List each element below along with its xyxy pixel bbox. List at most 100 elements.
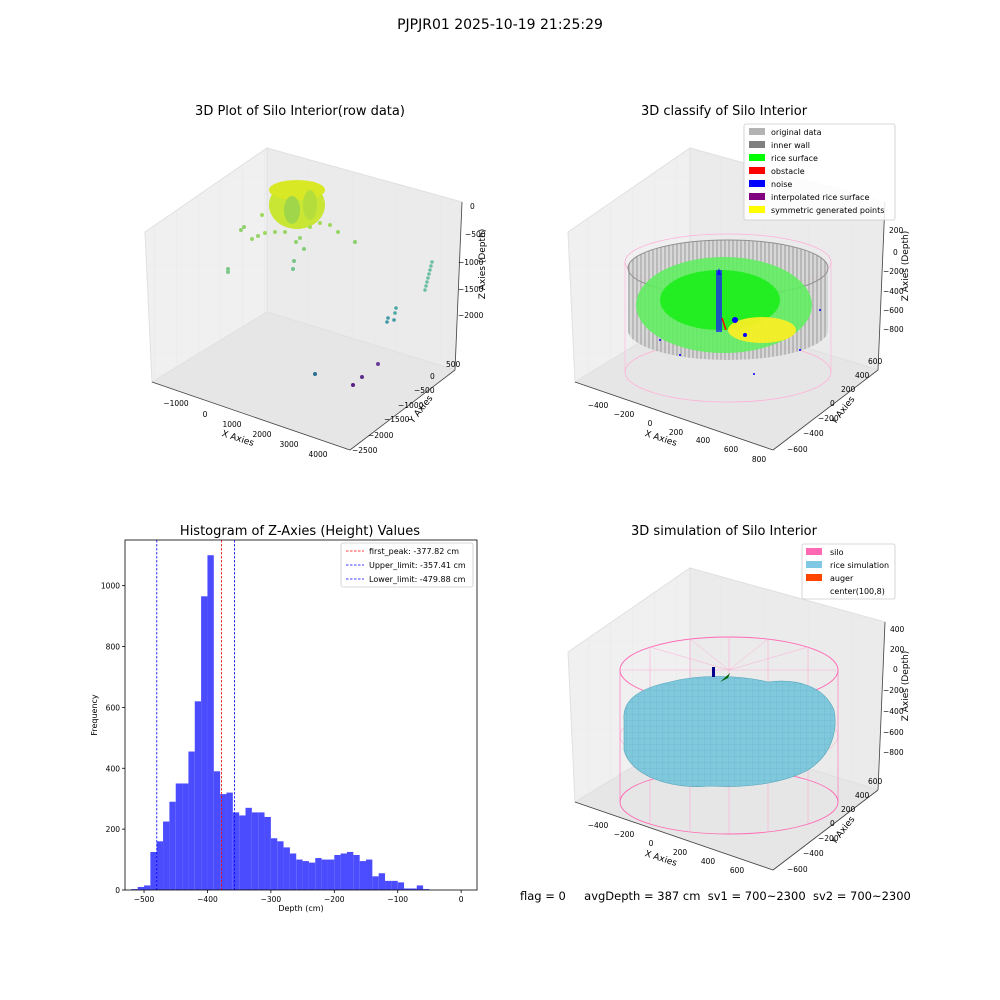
p4-ztick: 0 [893,665,898,674]
histogram-bar [194,701,202,890]
p1-ytick: −500 [414,386,435,395]
panel4-simulation [619,636,839,835]
histogram-y-tick-label: 600 [106,703,121,712]
p4-ztick: −800 [883,748,904,757]
panel4-title: 3D simulation of Silo Interior [631,524,817,539]
p4-ztick: 200 [890,645,905,654]
legend-label: rice surface [771,154,818,163]
histogram-bar [321,859,328,890]
avg-depth-text: avgDepth = 387 cm [584,889,701,903]
legend-swatch-inner-wall [749,141,765,148]
legend-label: noise [771,180,792,189]
p1-ztick: −1000 [458,258,484,267]
p1-ytick: −2000 [368,431,394,440]
panel1-data-points [226,180,434,387]
histogram-xlabel: Depth (cm) [278,904,323,913]
legend-label: Upper_limit: -357.41 cm [369,561,466,570]
p4-xtick: −200 [614,830,635,839]
legend-swatch-rice-surface [749,154,765,161]
histogram-bar [416,885,424,890]
legend-label: auger [830,574,854,583]
histogram-x-tick-label: −400 [197,895,218,904]
histogram-y-tick-label: 400 [106,764,121,773]
histogram-y-tick-label: 800 [106,643,121,652]
legend-swatch-rice-simulation [806,561,822,568]
p2-zlabel: Z Axies (Depth) [901,231,911,302]
p2-ytick: −400 [803,429,824,438]
p4-ytick: 200 [841,805,856,814]
histogram-bar [327,859,335,890]
p4-xtick: −400 [588,821,609,830]
p1-xtick: 4000 [308,450,327,459]
histogram-bar [334,855,341,890]
p1-xtick: −1000 [163,399,189,408]
p1-ztick: −2000 [458,311,484,320]
histogram-bar [296,859,303,890]
histogram-legend: first_peak: -377.82 cm Upper_limit: -357… [340,542,474,588]
histogram-y-tick-label: 1000 [101,582,120,591]
p1-xtick: 1000 [222,420,241,429]
histogram-bar [213,771,221,890]
p4-ztick: −200 [883,686,904,695]
legend-label: first_peak: -377.82 cm [369,547,459,556]
histogram-bar [251,812,259,890]
status-footer: flag = 0 avgDepth = 387 cm sv1 = 700~230… [520,889,911,903]
histogram-bar [245,807,252,890]
p2-ytick: 400 [855,371,870,380]
histogram-bar [410,888,417,890]
p4-xtick: 600 [730,866,745,875]
histogram-bar [346,851,354,890]
histogram-bar [232,812,240,890]
p2-xtick: −200 [614,410,635,419]
histogram-bar [372,876,379,890]
legend-swatch-silo [806,548,822,555]
histogram-bar [270,838,278,890]
panel4-legend: silo rice simulation auger center(100,8) [801,543,896,600]
p4-ztick: −400 [883,707,904,716]
figure-suptitle: PJPJR01 2025-10-19 21:25:29 [397,17,603,33]
histogram-bar [150,851,157,890]
legend-swatch-noise [749,180,765,187]
histogram-bar [182,783,189,890]
panel3-plot: −500 −400 −300 −200 −100 0 02004006008001000 … [90,539,478,913]
legend-label: center(100,8) [830,587,885,596]
histogram-bar [385,880,392,890]
p2-ztick: −600 [883,306,904,315]
histogram-bar [277,841,284,890]
p2-ytick: 0 [830,399,835,408]
histogram-bar [156,841,164,890]
p4-ytick: 600 [868,777,883,786]
histogram-ylabel: Frequency [90,694,99,736]
p4-ztick: 400 [890,625,905,634]
p1-xlabel: X Axies [220,429,255,449]
p1-ytick: −1500 [384,415,410,424]
legend-swatch-interpolated [749,193,765,200]
p1-ztick: 0 [470,202,475,211]
histogram-bar [188,751,195,890]
panel2-title: 3D classify of Silo Interior [640,104,808,119]
p2-ztick: 0 [893,248,898,257]
histogram-bar [340,853,347,890]
histogram-bar [423,889,430,890]
legend-label: inner wall [771,141,810,150]
legend-swatch-obstacle [749,167,765,174]
legend-swatch-symmetric [749,206,765,213]
histogram-bar [144,885,151,890]
legend-swatch-original-data [749,128,765,135]
histogram-frame [124,539,478,891]
histogram-bar [283,847,290,890]
histogram-bar [315,858,322,890]
p4-ytick: −600 [787,865,808,874]
p2-ytick: 600 [868,357,883,366]
p4-ztick: −600 [883,728,904,737]
p2-ztick: −200 [883,267,904,276]
p4-ytick: −400 [803,849,824,858]
histogram-bar [226,792,233,890]
panel2-legend: original data inner wall rice surface ob… [743,123,896,221]
sv2-text: sv2 = 700~2300 [812,889,911,903]
p4-ytick: 0 [830,819,835,828]
histogram-bars [131,555,430,890]
legend-label: obstacle [771,167,805,176]
p4-xtick: 0 [649,839,654,848]
sv1-text: sv1 = 700~2300 [707,889,806,903]
